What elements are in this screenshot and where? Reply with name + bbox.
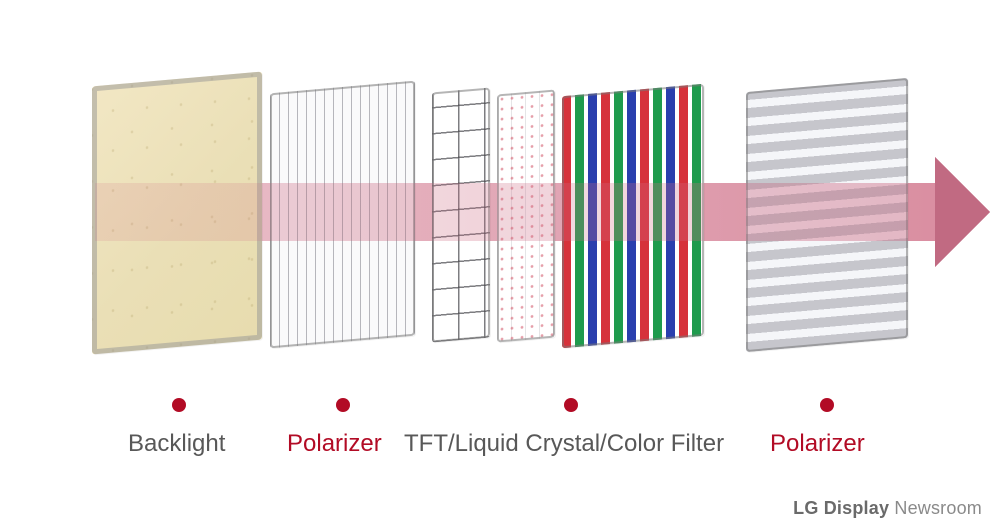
label-dot-3 [820, 398, 834, 412]
layer-liquidcrystal-frame [497, 89, 555, 342]
light-arrow-head [935, 157, 990, 267]
layer-backlight [92, 72, 262, 355]
label-dot-1 [336, 398, 350, 412]
attribution-brand: LG Display [793, 498, 889, 518]
label-dot-2 [564, 398, 578, 412]
layer-tft-frame [432, 87, 490, 342]
layer-tft [432, 87, 490, 342]
attribution: LG Display Newsroom [793, 498, 982, 519]
label-2: TFT/Liquid Crystal/Color Filter [404, 430, 724, 458]
layer-colorfilter [562, 84, 704, 348]
label-0: Backlight [128, 430, 225, 458]
label-3: Polarizer [770, 430, 865, 458]
layer-polarizer1-frame [270, 81, 415, 349]
lcd-layers-diagram: Backlight Polarizer TFT/Liquid Crystal/Col… [0, 0, 1000, 529]
layer-polarizer1 [270, 81, 415, 349]
layer-colorfilter-frame [562, 84, 704, 348]
layer-backlight-frame [92, 72, 262, 355]
layer-liquidcrystal [497, 89, 555, 342]
label-1: Polarizer [287, 430, 382, 458]
layer-polarizer2-frame [746, 78, 908, 352]
label-dot-0 [172, 398, 186, 412]
attribution-suffix: Newsroom [889, 498, 982, 518]
layer-polarizer2 [746, 78, 908, 352]
